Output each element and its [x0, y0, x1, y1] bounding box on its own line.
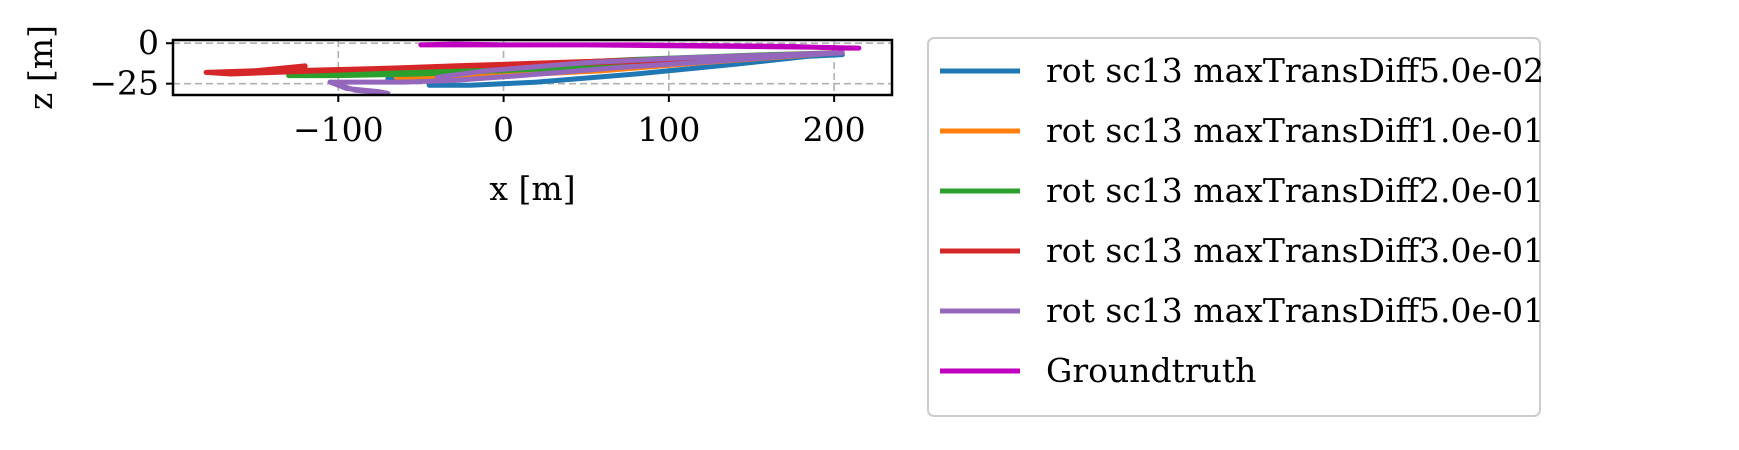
x-tick-label-0: −100 — [293, 110, 384, 149]
x-tick-label-2: 100 — [637, 110, 700, 149]
x-tick-label-3: 200 — [803, 110, 866, 149]
x-tick-label-1: 0 — [493, 110, 514, 149]
legend: rot sc13 maxTransDiff5.0e-02 rot sc13 max… — [927, 37, 1544, 417]
axes-frame — [171, 38, 894, 97]
series-line-5 — [418, 41, 862, 51]
series-lines — [203, 41, 862, 95]
legend-label-5: Groundtruth — [1046, 351, 1256, 390]
legend-label-2: rot sc13 maxTransDiff2.0e-01 — [1046, 171, 1544, 210]
legend-label-1: rot sc13 maxTransDiff1.0e-01 — [1046, 111, 1544, 150]
y-axis-label: z [m] — [21, 25, 60, 110]
legend-box — [927, 37, 1541, 417]
legend-label-0: rot sc13 maxTransDiff5.0e-02 — [1046, 51, 1544, 90]
legend-entries: rot sc13 maxTransDiff5.0e-02 rot sc13 max… — [940, 51, 1544, 390]
legend-label-4: rot sc13 maxTransDiff5.0e-01 — [1046, 291, 1544, 330]
y-tick-label-1: −25 — [89, 64, 159, 103]
series-line-4 — [327, 50, 845, 95]
x-axis-label: x [m] — [489, 169, 575, 208]
y-tick-label-0: 0 — [138, 23, 159, 62]
legend-label-3: rot sc13 maxTransDiff3.0e-01 — [1046, 231, 1544, 270]
